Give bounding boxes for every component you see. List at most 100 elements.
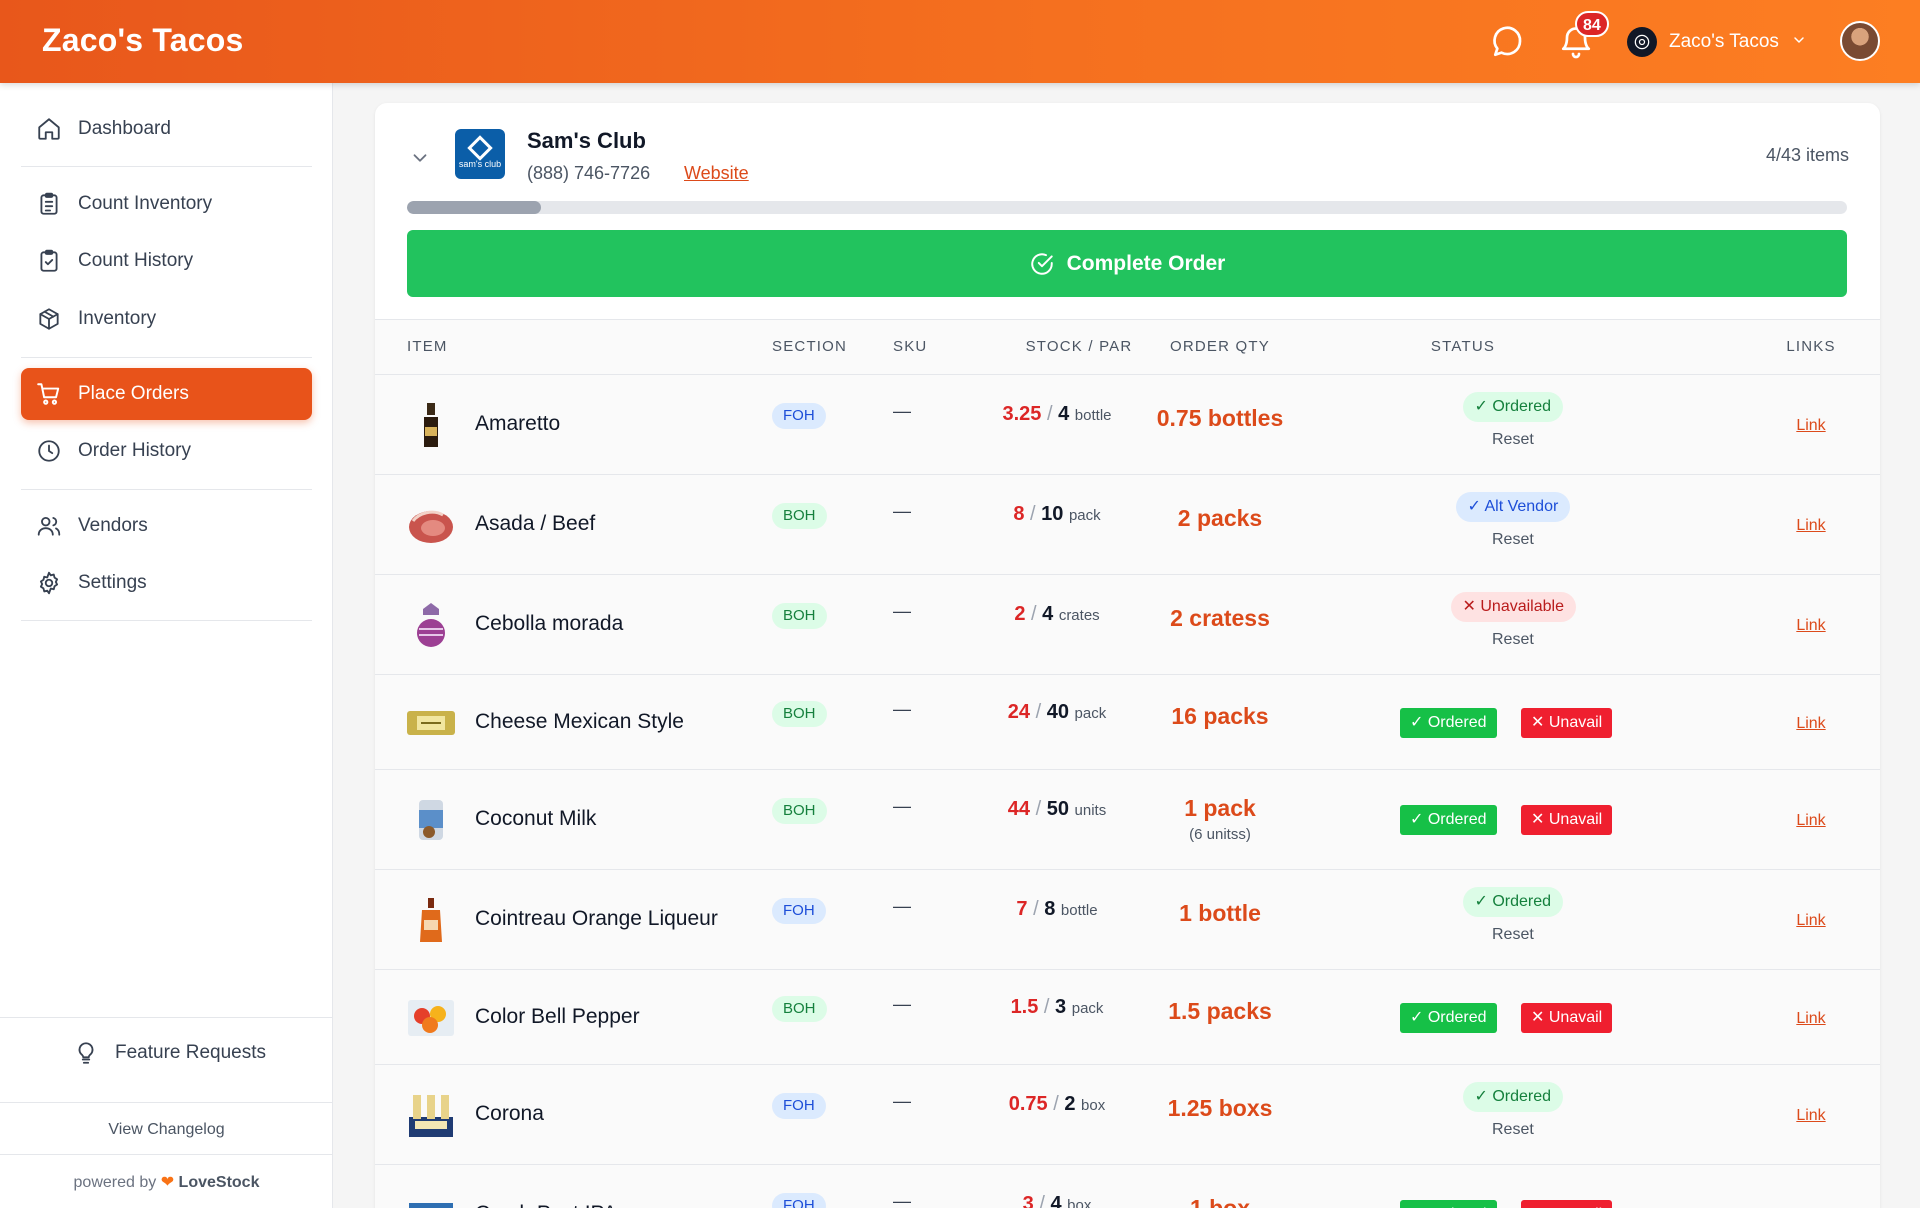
sku-value: — — [893, 501, 911, 521]
vendor-logo-text: sam's club — [458, 159, 502, 169]
section-badge: BOH — [772, 700, 827, 727]
order-qty: 1 pack — [1184, 795, 1256, 821]
vendor-product-link[interactable]: Link — [1796, 617, 1826, 634]
sidebar-footer-divider — [0, 1017, 333, 1018]
user-avatar[interactable] — [1840, 21, 1880, 61]
item-name: Amaretto — [475, 412, 561, 435]
vendor-product-link[interactable]: Link — [1796, 714, 1826, 732]
item-count: 4/43 items — [1765, 145, 1849, 165]
sidebar-item-label: Order History — [78, 440, 191, 461]
reset-button[interactable]: Reset — [1492, 431, 1534, 448]
sidebar-item-label: Inventory — [78, 308, 157, 329]
sidebar-item-place-orders[interactable]: Place Orders — [21, 368, 312, 420]
sidebar-item-count-history[interactable]: Count History — [21, 235, 312, 287]
powered-by-text: powered by — [73, 1174, 157, 1191]
stock-separator: / — [1030, 700, 1047, 723]
section-badge: BOH — [772, 503, 827, 529]
table-row: Cheese Mexican Style BOH —24 / 40 pack 16 p… — [375, 675, 1880, 770]
reset-button[interactable]: Reset — [1492, 631, 1534, 648]
table-row: Amaretto FOH —3.25 / 4 bottle 0.75 bottles ✓… — [375, 375, 1880, 475]
sku-value: — — [893, 1091, 911, 1111]
status-label: Unavailable — [1480, 598, 1564, 615]
column-header-section: SECTION — [772, 338, 848, 355]
vendor-product-link[interactable]: Link — [1796, 812, 1826, 829]
mark-ordered-button[interactable]: ✓ Ordered — [1400, 707, 1497, 738]
order-progress-bar — [407, 201, 1847, 214]
stock-separator: / — [1025, 603, 1043, 625]
complete-order-button[interactable]: Complete Order — [407, 230, 1847, 297]
bell-icon[interactable] — [1558, 24, 1594, 60]
store-switcher[interactable]: Zaco's Tacos — [1627, 26, 1807, 58]
mark-ordered-button[interactable]: ✓ Ordered — [1400, 1200, 1497, 1208]
item-name: Corona — [475, 1102, 544, 1125]
sidebar-item-label: Vendors — [78, 515, 148, 536]
column-header-stock-par: STOCK / PAR — [1025, 338, 1133, 355]
view-changelog-link[interactable]: View Changelog — [0, 1102, 333, 1155]
item-name: Coconut Milk — [475, 807, 597, 830]
status-badge: ✓ Alt Vendor — [1455, 492, 1571, 522]
stock-unit: pack — [1071, 999, 1104, 1017]
item-name: Crush Pest IPA — [475, 1202, 617, 1208]
stock-unit: bottle — [1060, 902, 1098, 919]
order-qty: 1 bottle — [1179, 900, 1261, 926]
order-qty: 1.25 boxs — [1167, 1095, 1273, 1121]
sidebar-item-label: Count Inventory — [78, 193, 213, 214]
sidebar-item-inventory[interactable]: Inventory — [21, 293, 312, 345]
app-brand[interactable]: Zaco's Tacos — [42, 22, 244, 58]
mark-unavailable-button[interactable]: ✕ Unavail — [1521, 1002, 1613, 1033]
feature-requests-button[interactable]: Feature Requests — [73, 1040, 266, 1066]
chevron-down-icon[interactable] — [409, 147, 431, 169]
stock-unit: box — [1067, 1197, 1092, 1208]
reset-button[interactable]: Reset — [1492, 926, 1534, 943]
check-circle-icon — [1030, 252, 1053, 275]
stock-par: 3.25 / 4 bottle — [857, 403, 1257, 426]
sidebar-item-order-history[interactable]: Order History — [21, 425, 312, 477]
stock-par-value: 4 — [1050, 1193, 1062, 1208]
chat-icon[interactable] — [1490, 24, 1526, 60]
mark-ordered-label: Ordered — [1427, 1008, 1487, 1026]
order-progress-fill — [407, 201, 541, 214]
mark-ordered-button[interactable]: ✓ Ordered — [1400, 1002, 1497, 1033]
stock-unit: units — [1074, 802, 1107, 819]
item-name: Asada / Beef — [475, 512, 596, 535]
divider — [21, 166, 312, 167]
vendor-logo: sam's club — [455, 129, 505, 179]
section-badge: BOH — [772, 603, 827, 629]
mark-unavailable-button[interactable]: ✕ Unavail — [1521, 707, 1613, 738]
section-badge: BOH — [772, 798, 827, 824]
product-image — [405, 1089, 457, 1141]
vendor-website-link[interactable]: Website — [684, 163, 749, 183]
lightbulb-icon — [78, 1042, 94, 1064]
sidebar-item-dashboard[interactable]: Dashboard — [21, 103, 312, 155]
divider — [21, 489, 312, 490]
sku-value: — — [893, 1191, 911, 1208]
table-header: ITEM SECTION SKU STOCK / PAR ORDER QTY S… — [375, 319, 1880, 375]
status-label: Ordered — [1492, 893, 1552, 910]
sidebar-item-count-inventory[interactable]: Count Inventory — [21, 178, 312, 230]
vendor-product-link[interactable]: Link — [1796, 1009, 1826, 1027]
stock-par-value: 2 — [1064, 1093, 1076, 1115]
reset-button[interactable]: Reset — [1492, 531, 1534, 548]
vendor-product-link[interactable]: Link — [1796, 1107, 1826, 1124]
column-header-sku: SKU — [893, 338, 928, 355]
vendor-product-link[interactable]: Link — [1796, 517, 1826, 534]
stock-par-value: 40 — [1046, 700, 1069, 723]
users-icon — [36, 513, 62, 539]
reset-button[interactable]: Reset — [1492, 1121, 1534, 1138]
mark-ordered-button[interactable]: ✓ Ordered — [1400, 805, 1497, 835]
vendor-product-link[interactable]: Link — [1796, 912, 1826, 929]
section-badge: FOH — [772, 403, 826, 429]
item-name: Color Bell Pepper — [475, 1004, 640, 1028]
mark-unavailable-button[interactable]: ✕ Unavail — [1521, 805, 1613, 835]
mark-unavailable-label: Unavail — [1548, 713, 1603, 731]
sidebar-item-settings[interactable]: Settings — [21, 557, 312, 609]
stock-current: 2 — [1014, 603, 1026, 625]
vendor-product-link[interactable]: Link — [1796, 417, 1826, 434]
clipboard-list-icon — [36, 191, 62, 217]
mark-unavailable-button[interactable]: ✕ Unavail — [1521, 1200, 1613, 1208]
powered-by-brand[interactable]: LoveStock — [178, 1174, 260, 1191]
column-header-order-qty: ORDER QTY — [1170, 338, 1270, 355]
sidebar-item-vendors[interactable]: Vendors — [21, 500, 312, 552]
chevron-down-icon — [1791, 32, 1807, 53]
order-qty: 1.5 packs — [1168, 997, 1272, 1024]
